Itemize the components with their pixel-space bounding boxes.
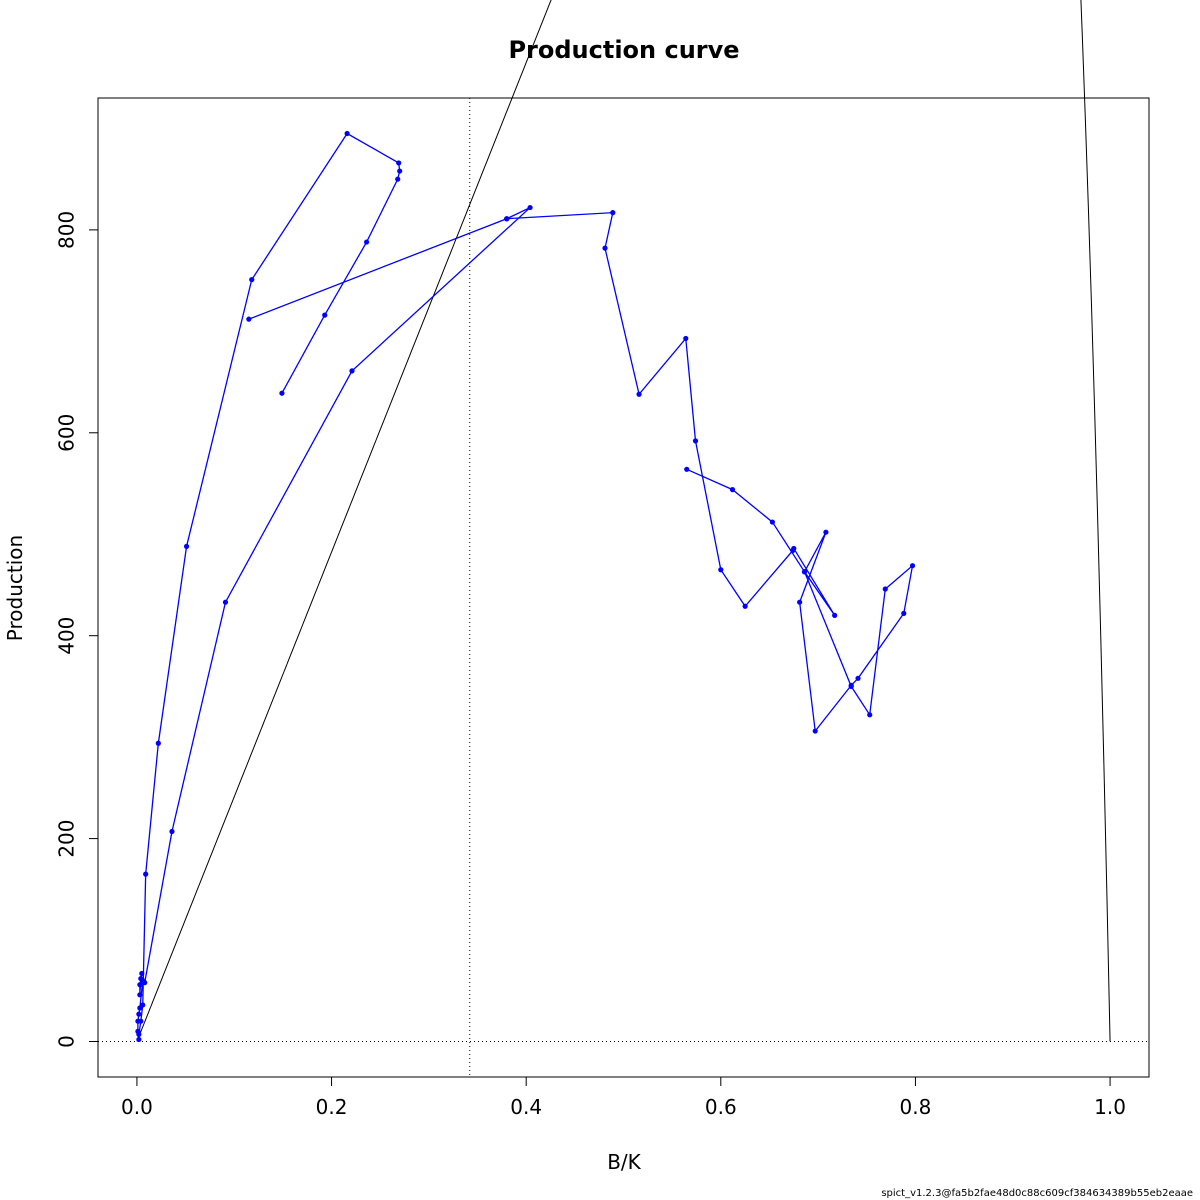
y-axis-label: Production [3,535,27,641]
data-point [855,675,861,681]
data-point [683,335,689,342]
x-axis: 0.0 0.2 0.4 0.6 0.8 1.0 [121,1076,1126,1119]
data-point [344,130,350,137]
data-point [183,543,190,550]
observed-series-line [506,211,914,733]
data-point [279,390,285,396]
data-point [246,316,252,322]
data-point [769,519,775,525]
y-tick-label: 600 [55,414,79,452]
data-point [138,1018,144,1024]
x-tick-label: 0.4 [510,1095,542,1119]
data-point [718,567,724,573]
data-point [602,245,608,251]
x-axis-label: B/K [607,1150,641,1174]
theoretical-production-curve [136,0,1111,1042]
data-point [909,563,916,569]
x-tick-label: 0.0 [121,1095,153,1119]
observed-series-line [144,206,531,983]
observed-series-2 [142,204,533,986]
data-point [396,160,402,166]
data-point [684,466,690,472]
x-tick-label: 0.6 [705,1095,737,1119]
y-tick-label: 200 [55,819,79,857]
footer-version: spict_v1.2.3@fa5b2fae48d0c88c609cf384634… [881,1188,1193,1199]
data-point [636,391,642,397]
data-point [140,1002,146,1008]
data-point [395,176,401,182]
observed-series-line [137,132,401,1040]
data-point [397,168,403,174]
data-point [729,487,736,493]
y-axis: 0 200 400 600 800 [55,211,99,1048]
data-point [812,728,818,734]
data-point [222,599,229,605]
data-point [169,828,175,835]
data-point [504,216,510,222]
y-tick-label: 800 [55,211,79,249]
data-point [867,712,873,718]
data-point [249,277,255,283]
x-tick-label: 0.2 [316,1095,348,1119]
data-point [823,529,829,535]
data-point [155,740,161,746]
x-tick-label: 0.8 [900,1095,932,1119]
plot-frame [97,97,1150,1078]
chart-title: Production curve [508,36,739,64]
plot-area [98,0,1149,1077]
data-point [882,586,888,592]
data-point [848,683,854,690]
data-point [136,1011,142,1017]
data-point [527,204,533,211]
x-tick-label: 1.0 [1094,1095,1126,1119]
y-tick-label: 0 [55,1035,79,1048]
observed-series-1 [135,130,403,1043]
data-point [832,612,838,619]
data-point [742,603,748,609]
data-point [692,438,699,444]
data-point [791,545,797,552]
data-point [142,980,148,986]
data-point [137,992,143,998]
y-tick-label: 400 [55,617,79,655]
data-point [801,569,808,575]
data-point [610,210,616,216]
data-point [139,970,145,977]
data-point [901,610,907,616]
data-point [349,368,355,374]
data-point [136,1031,142,1037]
data-point [322,312,328,318]
observed-series-3 [504,210,916,734]
data-point [136,1036,142,1043]
data-point [137,982,143,988]
data-point [797,599,803,605]
data-point [363,239,370,245]
data-point [143,871,149,877]
